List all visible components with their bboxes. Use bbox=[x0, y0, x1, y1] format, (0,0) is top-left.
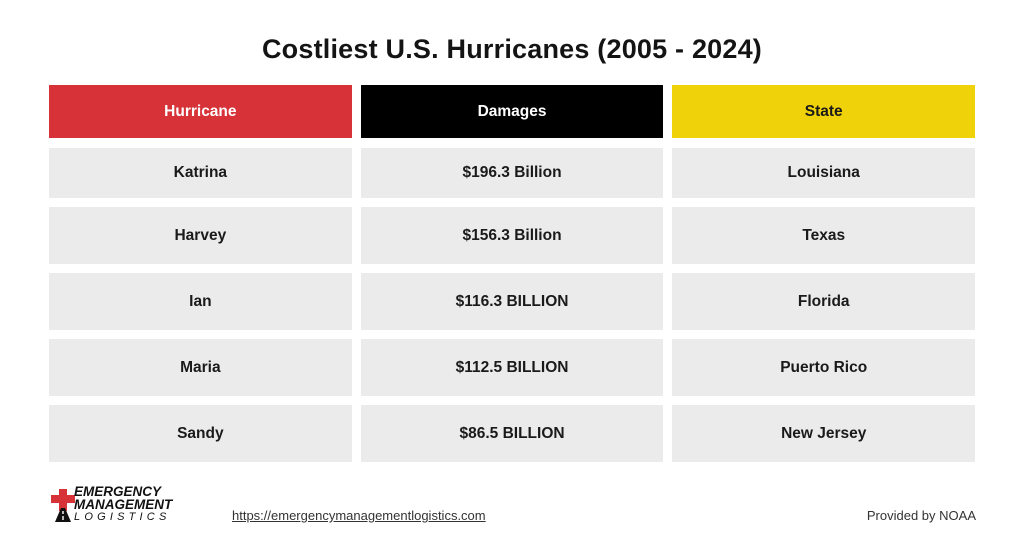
footer: EMERGENCY MANAGEMENT LOGISTICS https://e… bbox=[0, 480, 1024, 540]
cell-hurricane: Katrina bbox=[49, 148, 352, 198]
logo-line-2: MANAGEMENT bbox=[74, 497, 173, 512]
logo-wordmark: EMERGENCY MANAGEMENT LOGISTICS bbox=[74, 485, 172, 524]
cell-hurricane: Harvey bbox=[49, 207, 352, 264]
column-header-damages: Damages bbox=[360, 85, 664, 138]
chart-title: Costliest U.S. Hurricanes (2005 - 2024) bbox=[261, 34, 762, 64]
column-header-state: State bbox=[672, 85, 976, 138]
cell-state: Florida bbox=[672, 273, 976, 330]
table-row: Ian $116.3 BILLION Florida bbox=[49, 273, 977, 330]
table-header-row: Hurricane Damages State bbox=[49, 85, 977, 138]
cell-damages: $116.3 BILLION bbox=[360, 273, 664, 330]
table-row: Harvey $156.3 Billion Texas bbox=[49, 207, 977, 264]
company-logo[interactable]: EMERGENCY MANAGEMENT LOGISTICS bbox=[50, 485, 210, 525]
red-cross-road-icon bbox=[51, 489, 75, 522]
logo-line-3: LOGISTICS bbox=[74, 511, 171, 523]
cell-damages: $86.5 BILLION bbox=[360, 405, 664, 462]
cell-hurricane: Maria bbox=[49, 339, 352, 396]
column-header-hurricane: Hurricane bbox=[49, 85, 352, 138]
cell-hurricane: Sandy bbox=[49, 405, 352, 462]
website-link[interactable]: https://emergencymanagementlogistics.com bbox=[232, 508, 486, 523]
hurricane-table: Hurricane Damages State Katrina $196.3 B… bbox=[49, 85, 977, 462]
cell-state: New Jersey bbox=[672, 405, 976, 462]
table-row: Maria $112.5 BILLION Puerto Rico bbox=[49, 339, 977, 396]
table-row: Sandy $86.5 BILLION New Jersey bbox=[49, 405, 977, 462]
cell-state: Texas bbox=[672, 207, 976, 264]
source-credit: Provided by NOAA bbox=[866, 508, 976, 523]
table-row: Katrina $196.3 Billion Louisiana bbox=[49, 148, 977, 198]
cell-damages: $156.3 Billion bbox=[360, 207, 664, 264]
cell-state: Puerto Rico bbox=[672, 339, 976, 396]
cell-damages: $112.5 BILLION bbox=[360, 339, 664, 396]
cell-hurricane: Ian bbox=[49, 273, 352, 330]
cell-damages: $196.3 Billion bbox=[360, 148, 664, 198]
cell-state: Louisiana bbox=[672, 148, 976, 198]
logo-line-1: EMERGENCY bbox=[74, 484, 162, 499]
